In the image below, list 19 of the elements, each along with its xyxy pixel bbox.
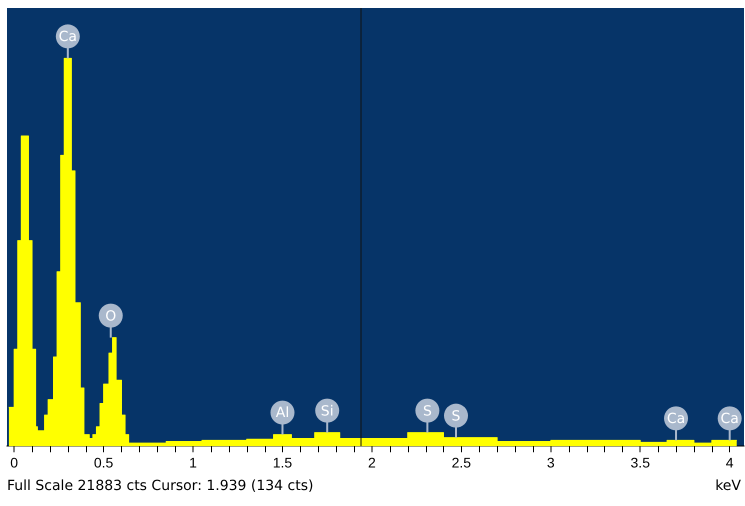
annotation: Al — [276, 405, 290, 422]
x-tick-label: 1.5 — [272, 454, 292, 470]
x-tick-label: 2.5 — [452, 454, 472, 470]
x-tick-label: 4 — [726, 454, 734, 470]
annotation: S — [422, 403, 432, 420]
x-axis-title: keV — [715, 478, 741, 494]
x-tick-label: 3 — [546, 454, 555, 470]
annotation: Si — [320, 403, 334, 420]
x-tick-label: 2 — [368, 454, 376, 470]
x-tick-label: 1 — [189, 454, 198, 470]
annotation: O — [105, 308, 116, 324]
annotation: Ca — [666, 411, 686, 428]
x-tick-label: 0 — [10, 454, 18, 470]
annotation: Ca — [720, 411, 739, 428]
x-tick-label: 0.5 — [94, 454, 114, 470]
x-tick-label: 3.5 — [630, 454, 650, 470]
text: Full Scale 21883 cts Cursor: 1.939 (134 cts) — [7, 478, 314, 494]
annotation: Ca — [58, 29, 77, 46]
annotation: S — [452, 408, 461, 424]
